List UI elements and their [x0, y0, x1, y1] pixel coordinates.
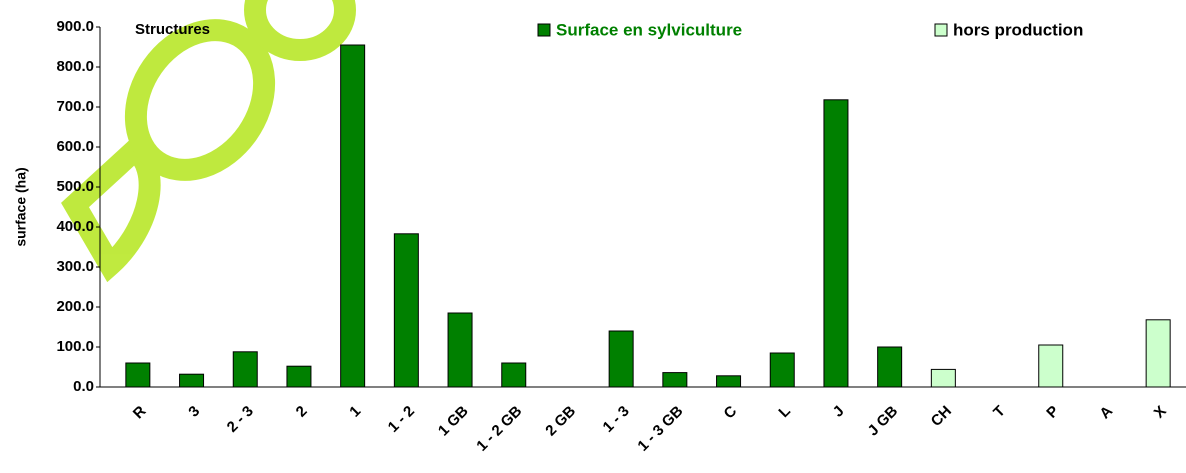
x-tick-label: 2 - 3	[224, 403, 257, 436]
y-tick-label: 0.0	[73, 378, 94, 395]
bar	[662, 372, 688, 388]
bar	[286, 365, 312, 388]
bar	[769, 352, 795, 388]
bar	[716, 375, 742, 388]
bar	[447, 312, 473, 388]
y-tick-label: 500.0	[56, 178, 94, 195]
y-tick-label: 800.0	[56, 58, 94, 75]
bar	[930, 368, 956, 388]
y-tick-label: 700.0	[56, 98, 94, 115]
chart-title: Structures	[135, 21, 210, 38]
legend-label: Surface en sylviculture	[556, 20, 742, 39]
bar	[1038, 344, 1064, 388]
y-tick-label: 600.0	[56, 138, 94, 155]
legend-swatch	[537, 23, 551, 37]
x-tick-label: T	[990, 403, 1009, 422]
legend-swatch	[934, 23, 948, 37]
x-tick-label: R	[130, 403, 150, 423]
x-tick-label: L	[775, 403, 794, 422]
x-tick-label: 1 - 3	[600, 403, 633, 436]
watermark	[61, 0, 356, 283]
y-tick-label: 900.0	[56, 18, 94, 35]
watermark-d	[61, 135, 161, 283]
x-tick-label: 1 - 3 GB	[634, 402, 686, 454]
y-tick-label: 300.0	[56, 258, 94, 275]
legend-label: hors production	[953, 20, 1083, 39]
x-tick-label: J GB	[865, 402, 902, 439]
bar	[232, 351, 258, 388]
x-tick-label: C	[720, 403, 740, 423]
x-tick-label: P	[1043, 403, 1062, 422]
x-tick-label: 1 - 2 GB	[473, 402, 525, 454]
y-axis-label: surface (ha)	[13, 167, 29, 246]
y-tick-label: 100.0	[56, 338, 94, 355]
y-tick-label: 200.0	[56, 298, 94, 315]
bar	[125, 362, 151, 388]
bar	[393, 233, 419, 388]
x-tick-label: CH	[928, 403, 955, 430]
x-tick-label: 3	[185, 403, 203, 421]
x-tick-label: J	[830, 403, 848, 421]
y-tick-label: 400.0	[56, 218, 94, 235]
x-tick-label: 2 GB	[542, 402, 579, 439]
x-tick-label: 1 - 2	[385, 403, 418, 436]
x-tick-label: 1	[346, 403, 364, 421]
x-tick-label: 2	[293, 403, 311, 421]
watermark-o	[244, 0, 356, 61]
x-tick-label: A	[1096, 403, 1116, 423]
bar	[608, 330, 634, 388]
bar	[340, 44, 366, 388]
bar	[823, 99, 849, 388]
bar	[877, 346, 903, 388]
x-tick-label: 1 GB	[435, 402, 472, 439]
x-tick-label: X	[1151, 403, 1170, 422]
watermark-o	[124, 19, 276, 181]
bar	[1145, 319, 1171, 388]
bar	[501, 362, 527, 388]
bar	[179, 373, 205, 388]
